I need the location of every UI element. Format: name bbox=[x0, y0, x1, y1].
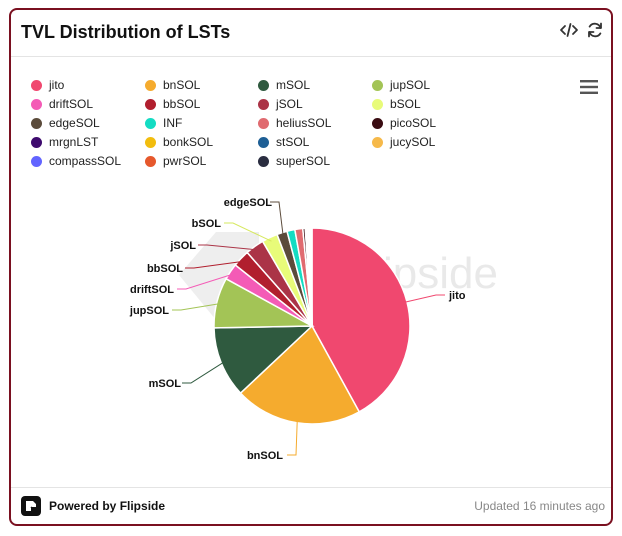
pie-connector-jupsol bbox=[172, 302, 221, 311]
legend-item-driftsol[interactable]: driftSOL bbox=[31, 95, 93, 113]
legend-label: INF bbox=[163, 116, 183, 130]
legend-label: compassSOL bbox=[49, 154, 122, 168]
legend-marker bbox=[258, 98, 269, 110]
legend-label: bSOL bbox=[390, 97, 421, 111]
pie-connector-bbsol bbox=[185, 260, 244, 269]
legend-item-bnsol[interactable]: bnSOL bbox=[145, 76, 200, 94]
legend-marker bbox=[145, 117, 156, 129]
legend-marker bbox=[31, 79, 42, 91]
legend-label: jucySOL bbox=[390, 135, 436, 149]
refresh-icon bbox=[588, 22, 602, 38]
card-footer: Powered by Flipside Updated 16 minutes a… bbox=[11, 487, 611, 524]
legend-item-inf[interactable]: INF bbox=[145, 114, 182, 132]
legend-marker bbox=[145, 155, 156, 167]
embed-code-button[interactable] bbox=[559, 20, 579, 40]
footer-brand[interactable]: Powered by Flipside bbox=[21, 496, 165, 516]
pie-label-bnsol: bnSOL bbox=[247, 450, 283, 462]
legend-marker bbox=[31, 117, 42, 129]
legend-item-stsol[interactable]: stSOL bbox=[258, 133, 309, 151]
pie-connector-bnsol bbox=[287, 418, 298, 456]
pie-connector-edgesol bbox=[270, 201, 284, 237]
legend-item-bsol[interactable]: bSOL bbox=[372, 95, 421, 113]
card-header: TVL Distribution of LSTs bbox=[11, 10, 611, 57]
legend-marker bbox=[258, 79, 269, 91]
flipside-logo-icon bbox=[21, 496, 41, 516]
legend-marker bbox=[31, 98, 42, 110]
footer-brand-text: Powered by Flipside bbox=[49, 499, 166, 513]
legend-label: bbSOL bbox=[163, 97, 201, 111]
legend-marker bbox=[372, 98, 383, 110]
legend-item-picosol[interactable]: picoSOL bbox=[372, 114, 436, 132]
pie-connector-driftsol bbox=[177, 273, 234, 290]
legend-label: mrgnLST bbox=[49, 135, 99, 149]
hamburger-menu-icon bbox=[580, 80, 598, 94]
legend-marker bbox=[31, 155, 42, 167]
pie-label-msol: mSOL bbox=[149, 378, 182, 390]
legend-marker bbox=[258, 117, 269, 129]
legend-label: edgeSOL bbox=[49, 116, 100, 130]
legend-item-compasssol[interactable]: compassSOL bbox=[31, 152, 121, 170]
legend-item-jsol[interactable]: jSOL bbox=[258, 95, 303, 113]
pie-slice-supersol[interactable] bbox=[310, 227, 313, 327]
legend-item-jupsol[interactable]: jupSOL bbox=[372, 76, 430, 94]
legend-marker bbox=[372, 79, 383, 91]
legend-marker bbox=[145, 98, 156, 110]
legend-label: jSOL bbox=[276, 97, 303, 111]
legend-marker bbox=[372, 117, 383, 129]
refresh-button[interactable] bbox=[585, 20, 605, 40]
legend-label: jupSOL bbox=[390, 78, 431, 92]
pie-chart: flipside jitobnSOLmSOLjupSOLdriftSOLbbSO… bbox=[129, 197, 498, 462]
pie-label-driftsol: driftSOL bbox=[130, 284, 174, 296]
legend-marker bbox=[258, 136, 269, 148]
legend-label: jito bbox=[49, 78, 65, 92]
legend-label: superSOL bbox=[276, 154, 331, 168]
chart-menu-button[interactable] bbox=[579, 78, 599, 96]
legend-label: bonkSOL bbox=[163, 135, 214, 149]
legend-label: driftSOL bbox=[49, 97, 94, 111]
footer-updated-text: Updated 16 minutes ago bbox=[474, 499, 605, 513]
pie-connector-msol bbox=[182, 361, 226, 384]
legend-item-pwrsol[interactable]: pwrSOL bbox=[145, 152, 206, 170]
legend-marker bbox=[31, 136, 42, 148]
pie-connector-bsol bbox=[224, 222, 272, 242]
code-icon bbox=[560, 23, 578, 37]
legend-item-mrgnlst[interactable]: mrgnLST bbox=[31, 133, 98, 151]
legend-label: mSOL bbox=[276, 78, 311, 92]
pie-connector-jsol bbox=[198, 244, 258, 251]
legend-label: bnSOL bbox=[163, 78, 201, 92]
pie-label-edgesol: edgeSOL bbox=[224, 197, 273, 209]
pie-connector-jito bbox=[402, 294, 445, 304]
legend-item-jucysol[interactable]: jucySOL bbox=[372, 133, 435, 151]
legend-item-msol[interactable]: mSOL bbox=[258, 76, 310, 94]
pie-slices bbox=[213, 227, 411, 425]
legend-marker bbox=[145, 136, 156, 148]
legend-marker bbox=[258, 155, 269, 167]
legend-item-edgesol[interactable]: edgeSOL bbox=[31, 114, 100, 132]
chart-card: TVL Distribution of LSTs jito bnSOL mSOL ju… bbox=[9, 8, 613, 526]
pie-slice-msol[interactable] bbox=[213, 325, 314, 395]
pie-label-jsol: jSOL bbox=[169, 240, 196, 252]
legend-item-supersol[interactable]: superSOL bbox=[258, 152, 330, 170]
legend-label: picoSOL bbox=[390, 116, 437, 130]
legend-item-jito[interactable]: jito bbox=[31, 76, 64, 94]
page-title: TVL Distribution of LSTs bbox=[21, 22, 231, 42]
pie-label-bbsol: bbSOL bbox=[147, 263, 183, 275]
pie-label-jito: jito bbox=[448, 290, 466, 302]
legend-item-heliussol[interactable]: heliusSOL bbox=[258, 114, 331, 132]
pie-labels: jito bnSOL mSOL jupSOL driftSOL bbSOL jSOL bSOL… bbox=[129, 197, 466, 462]
legend-item-bonksol[interactable]: bonkSOL bbox=[145, 133, 213, 151]
legend-marker bbox=[145, 79, 156, 91]
legend-item-bbsol[interactable]: bbSOL bbox=[145, 95, 200, 113]
pie-label-jupsol: jupSOL bbox=[129, 305, 169, 317]
pie-label-bsol: bSOL bbox=[192, 218, 222, 230]
legend-label: heliusSOL bbox=[276, 116, 332, 130]
legend-label: pwrSOL bbox=[163, 154, 207, 168]
legend-marker bbox=[372, 136, 383, 148]
legend-label: stSOL bbox=[276, 135, 310, 149]
